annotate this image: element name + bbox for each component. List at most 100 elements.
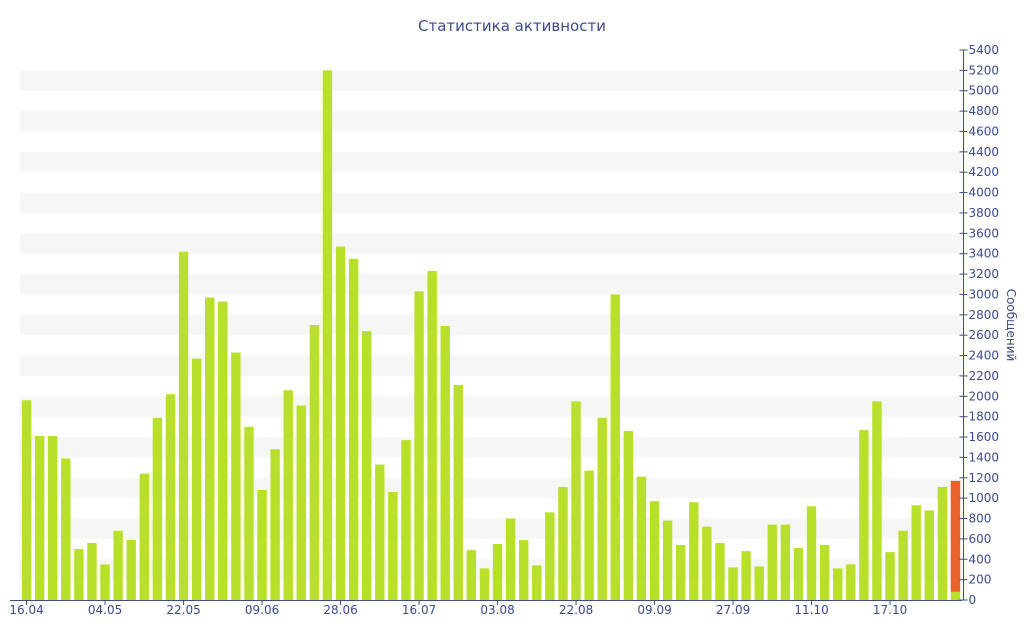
y-tick-label: 1000 xyxy=(969,491,1000,505)
bar[interactable] xyxy=(715,542,725,600)
bar[interactable] xyxy=(492,543,503,600)
bar[interactable] xyxy=(584,470,594,600)
bar[interactable] xyxy=(532,565,542,600)
bar[interactable] xyxy=(859,429,869,600)
y-axis: 0 200 400 600 800 1000 1200 1400 1600 1800 2000 220… xyxy=(959,43,1000,607)
bar[interactable] xyxy=(401,440,411,600)
y-tick-label: 3200 xyxy=(969,267,1000,281)
y-tick-label: 200 xyxy=(969,573,992,587)
bar[interactable] xyxy=(518,539,529,600)
x-tick-label: 11.10 xyxy=(794,603,828,617)
bar[interactable] xyxy=(662,520,673,600)
bar[interactable] xyxy=(636,476,647,600)
bar[interactable] xyxy=(702,526,712,600)
grid-band xyxy=(20,111,962,132)
bar[interactable] xyxy=(348,258,359,600)
bar[interactable] xyxy=(832,568,843,600)
bar[interactable] xyxy=(440,326,450,600)
bar[interactable] xyxy=(741,551,751,600)
bar[interactable] xyxy=(34,436,45,600)
bar[interactable] xyxy=(47,436,58,600)
bar[interactable] xyxy=(937,486,948,600)
bar[interactable] xyxy=(453,385,464,600)
x-tick-label: 09.09 xyxy=(637,603,671,617)
bar[interactable] xyxy=(767,524,778,600)
bar[interactable] xyxy=(545,512,555,600)
chart-title: Статистика активности xyxy=(418,17,606,35)
x-tick-label: 22.05 xyxy=(166,603,200,617)
bar[interactable] xyxy=(793,548,804,600)
bar[interactable] xyxy=(950,591,961,600)
x-tick-label: 27.09 xyxy=(716,603,750,617)
bar[interactable] xyxy=(898,530,908,600)
bar[interactable] xyxy=(322,70,333,601)
y-tick-label: 5200 xyxy=(969,63,1000,77)
bar[interactable] xyxy=(466,550,477,600)
bar[interactable] xyxy=(479,568,490,600)
bar[interactable] xyxy=(126,539,136,600)
x-tick-label: 17.10 xyxy=(873,603,907,617)
bar[interactable] xyxy=(152,417,163,600)
bar-highlight[interactable] xyxy=(950,480,961,592)
bar[interactable] xyxy=(270,449,280,600)
bar[interactable] xyxy=(100,564,110,600)
bar[interactable] xyxy=(113,530,123,600)
y-tick-label: 1800 xyxy=(969,410,1000,424)
x-tick-label: 22.08 xyxy=(559,603,593,617)
y-tick-label: 5000 xyxy=(969,84,1000,98)
bar[interactable] xyxy=(388,492,398,600)
bar[interactable] xyxy=(87,542,97,600)
bar[interactable] xyxy=(21,400,32,600)
bar[interactable] xyxy=(911,505,921,600)
y-tick-label: 1200 xyxy=(969,471,1000,485)
bar[interactable] xyxy=(728,567,738,600)
bar[interactable] xyxy=(257,490,267,600)
bar[interactable] xyxy=(309,325,320,600)
bar[interactable] xyxy=(505,518,516,600)
bar[interactable] xyxy=(231,352,241,601)
bar[interactable] xyxy=(754,566,764,600)
bar[interactable] xyxy=(74,549,84,600)
y-tick-label: 4800 xyxy=(969,104,1000,118)
bar[interactable] xyxy=(61,458,71,600)
x-tick-label: 03.08 xyxy=(480,603,514,617)
bar[interactable] xyxy=(375,464,385,600)
x-tick-label: 09.06 xyxy=(245,603,279,617)
bar[interactable] xyxy=(335,246,346,600)
bar[interactable] xyxy=(296,405,307,600)
y-tick-label: 3600 xyxy=(969,226,1000,240)
bar[interactable] xyxy=(244,426,254,600)
bar-series xyxy=(21,70,961,601)
y-axis-title: Сообщений xyxy=(1004,289,1018,362)
bar[interactable] xyxy=(597,417,607,600)
bar[interactable] xyxy=(414,291,424,600)
y-tick-label: 2400 xyxy=(969,349,1000,363)
bar[interactable] xyxy=(361,331,372,600)
bar[interactable] xyxy=(806,506,817,600)
bar[interactable] xyxy=(178,251,189,600)
bar[interactable] xyxy=(649,501,660,600)
bar[interactable] xyxy=(675,545,686,600)
bar[interactable] xyxy=(846,564,856,600)
bar[interactable] xyxy=(610,294,621,600)
y-tick-label: 5400 xyxy=(969,43,1000,57)
bar[interactable] xyxy=(283,390,293,600)
bar[interactable] xyxy=(139,473,150,600)
bar[interactable] xyxy=(872,401,882,600)
bar[interactable] xyxy=(218,301,228,600)
y-tick-label: 4600 xyxy=(969,124,1000,138)
x-tick-label: 16.07 xyxy=(402,603,436,617)
bar[interactable] xyxy=(558,486,568,600)
bar[interactable] xyxy=(165,394,176,600)
bar[interactable] xyxy=(623,430,634,600)
bar[interactable] xyxy=(924,510,935,600)
bar[interactable] xyxy=(204,297,215,601)
bar[interactable] xyxy=(191,358,202,600)
bar[interactable] xyxy=(427,271,437,600)
bar[interactable] xyxy=(885,552,895,600)
bar[interactable] xyxy=(819,545,830,600)
bar[interactable] xyxy=(689,502,699,600)
bar[interactable] xyxy=(780,524,791,600)
bar[interactable] xyxy=(571,401,581,600)
